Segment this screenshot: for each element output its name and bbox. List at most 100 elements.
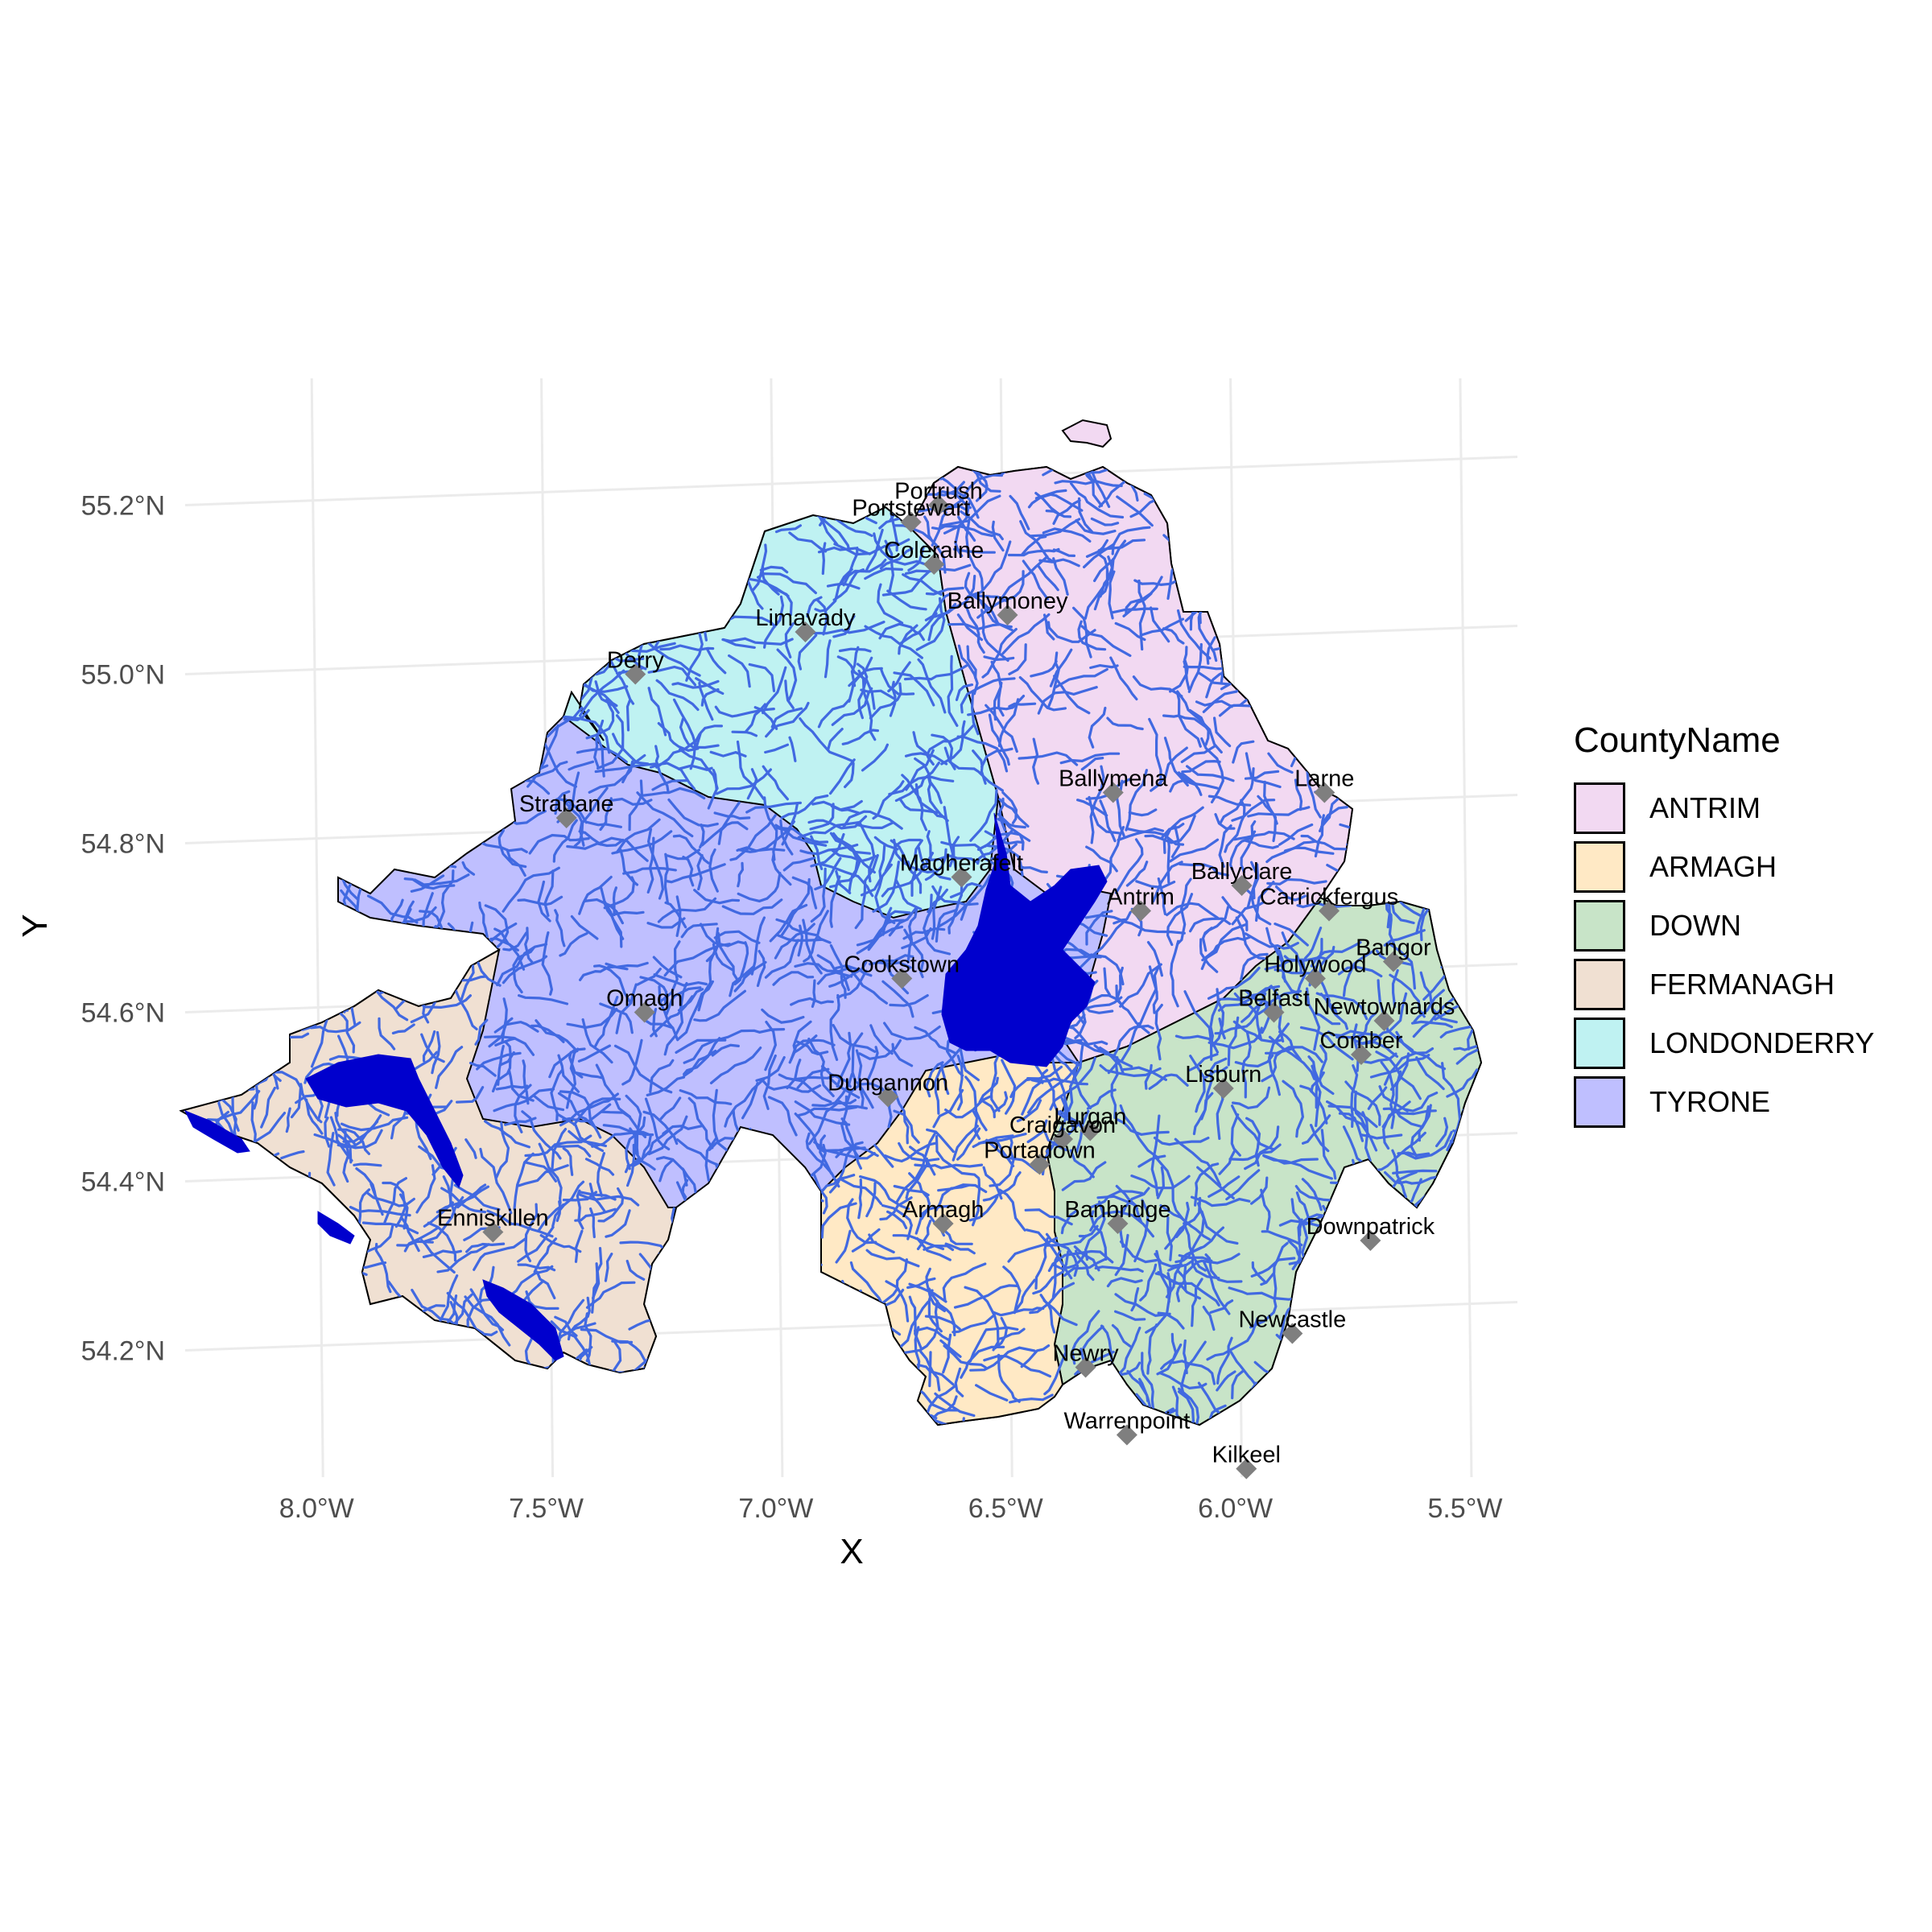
river-segment — [444, 683, 478, 726]
river-segment — [1304, 663, 1368, 671]
river-segment — [287, 869, 305, 898]
river-segment — [1295, 960, 1307, 1001]
river-segment — [1114, 1293, 1171, 1318]
river-segment — [923, 894, 952, 956]
river-segment — [1357, 600, 1389, 617]
river-segment — [194, 641, 214, 671]
river-segment — [423, 752, 464, 803]
river-segment — [1328, 669, 1375, 688]
river-segment — [287, 543, 335, 582]
river-segment — [420, 1033, 445, 1063]
river-segment — [868, 1233, 895, 1254]
river-segment — [340, 1116, 409, 1132]
river-segment — [479, 1147, 513, 1215]
river-segment — [848, 846, 859, 894]
river-segment — [605, 501, 647, 521]
river-segment — [810, 867, 827, 923]
river-segment — [1088, 706, 1107, 749]
river-segment — [1462, 554, 1481, 586]
river-segment — [729, 814, 777, 861]
river-segment — [1016, 1099, 1042, 1123]
river-segment — [624, 1158, 640, 1174]
river-segment — [1386, 903, 1391, 929]
river-segment — [1319, 740, 1383, 758]
river-segment — [1181, 759, 1221, 774]
river-segment — [1402, 1130, 1453, 1160]
river-segment — [1247, 806, 1311, 818]
x-tick-label: 7.5°W — [509, 1493, 584, 1524]
river-segment — [1001, 1059, 1017, 1115]
river-segment — [894, 762, 940, 803]
river-segment — [202, 979, 231, 1027]
river-segment — [1183, 660, 1191, 691]
river-segment — [512, 946, 535, 993]
river-segment — [1153, 1136, 1210, 1146]
river-segment — [1199, 938, 1219, 973]
river-segment — [340, 1439, 397, 1443]
river-segment — [326, 509, 342, 537]
river-segment — [1032, 737, 1040, 785]
river-segment — [1200, 1210, 1239, 1245]
river-segment — [720, 529, 754, 535]
river-segment — [721, 898, 783, 915]
river-segment — [697, 1438, 730, 1447]
river-segment — [903, 664, 968, 681]
river-segment — [247, 1010, 269, 1041]
river-segment — [1150, 746, 1188, 792]
river-segment — [181, 595, 205, 603]
river-segment — [372, 1311, 419, 1339]
river-segment — [472, 1364, 502, 1418]
river-segment — [645, 467, 653, 468]
river-segment — [724, 1392, 772, 1425]
river-segment — [1332, 655, 1377, 668]
river-segment — [1144, 815, 1196, 844]
river-segment — [607, 1404, 669, 1425]
river-segment — [1299, 467, 1325, 483]
river-segment — [1317, 1360, 1385, 1391]
river-segment — [593, 719, 605, 770]
river-segment — [1365, 627, 1373, 681]
river-segment — [1139, 1263, 1158, 1302]
river-segment — [221, 1339, 264, 1377]
river-segment — [1419, 971, 1458, 1024]
town-label: Portrush — [894, 479, 983, 505]
river-segment — [575, 1071, 604, 1080]
river-segment — [208, 688, 233, 710]
river-segment — [323, 1418, 358, 1425]
river-segment — [500, 707, 524, 731]
river-segment — [241, 756, 297, 799]
river-segment — [656, 1311, 704, 1348]
river-segment — [277, 1413, 341, 1425]
river-segment — [272, 860, 324, 874]
river-segment — [628, 779, 644, 832]
river-segment — [346, 504, 363, 535]
river-segment — [280, 1150, 305, 1160]
river-segment — [197, 570, 229, 584]
river-segment — [403, 877, 456, 890]
river-segment — [927, 1287, 956, 1336]
river-segment — [995, 1138, 1015, 1167]
river-segment — [1144, 1063, 1153, 1090]
river-segment — [976, 570, 1025, 619]
river-segment — [596, 534, 629, 547]
river-segment — [828, 1076, 861, 1099]
river-segment — [779, 1280, 812, 1335]
river-segment — [303, 1264, 332, 1280]
river-segment — [555, 1386, 568, 1425]
river-segment — [1198, 671, 1231, 686]
river-segment — [571, 485, 584, 536]
town-marker — [927, 494, 949, 516]
river-segment — [1418, 1397, 1441, 1425]
river-segment — [940, 840, 1001, 869]
river-segment — [724, 1077, 766, 1128]
river-segment — [1325, 1001, 1348, 1030]
river-segment — [784, 622, 795, 658]
river-segment — [305, 1098, 324, 1135]
river-segment — [1389, 558, 1400, 621]
town-marker — [625, 663, 646, 685]
river-segment — [215, 684, 237, 697]
river-segment — [1177, 771, 1219, 790]
river-segment — [592, 1390, 602, 1416]
river-segment — [1330, 733, 1367, 756]
river-segment — [647, 1115, 688, 1156]
